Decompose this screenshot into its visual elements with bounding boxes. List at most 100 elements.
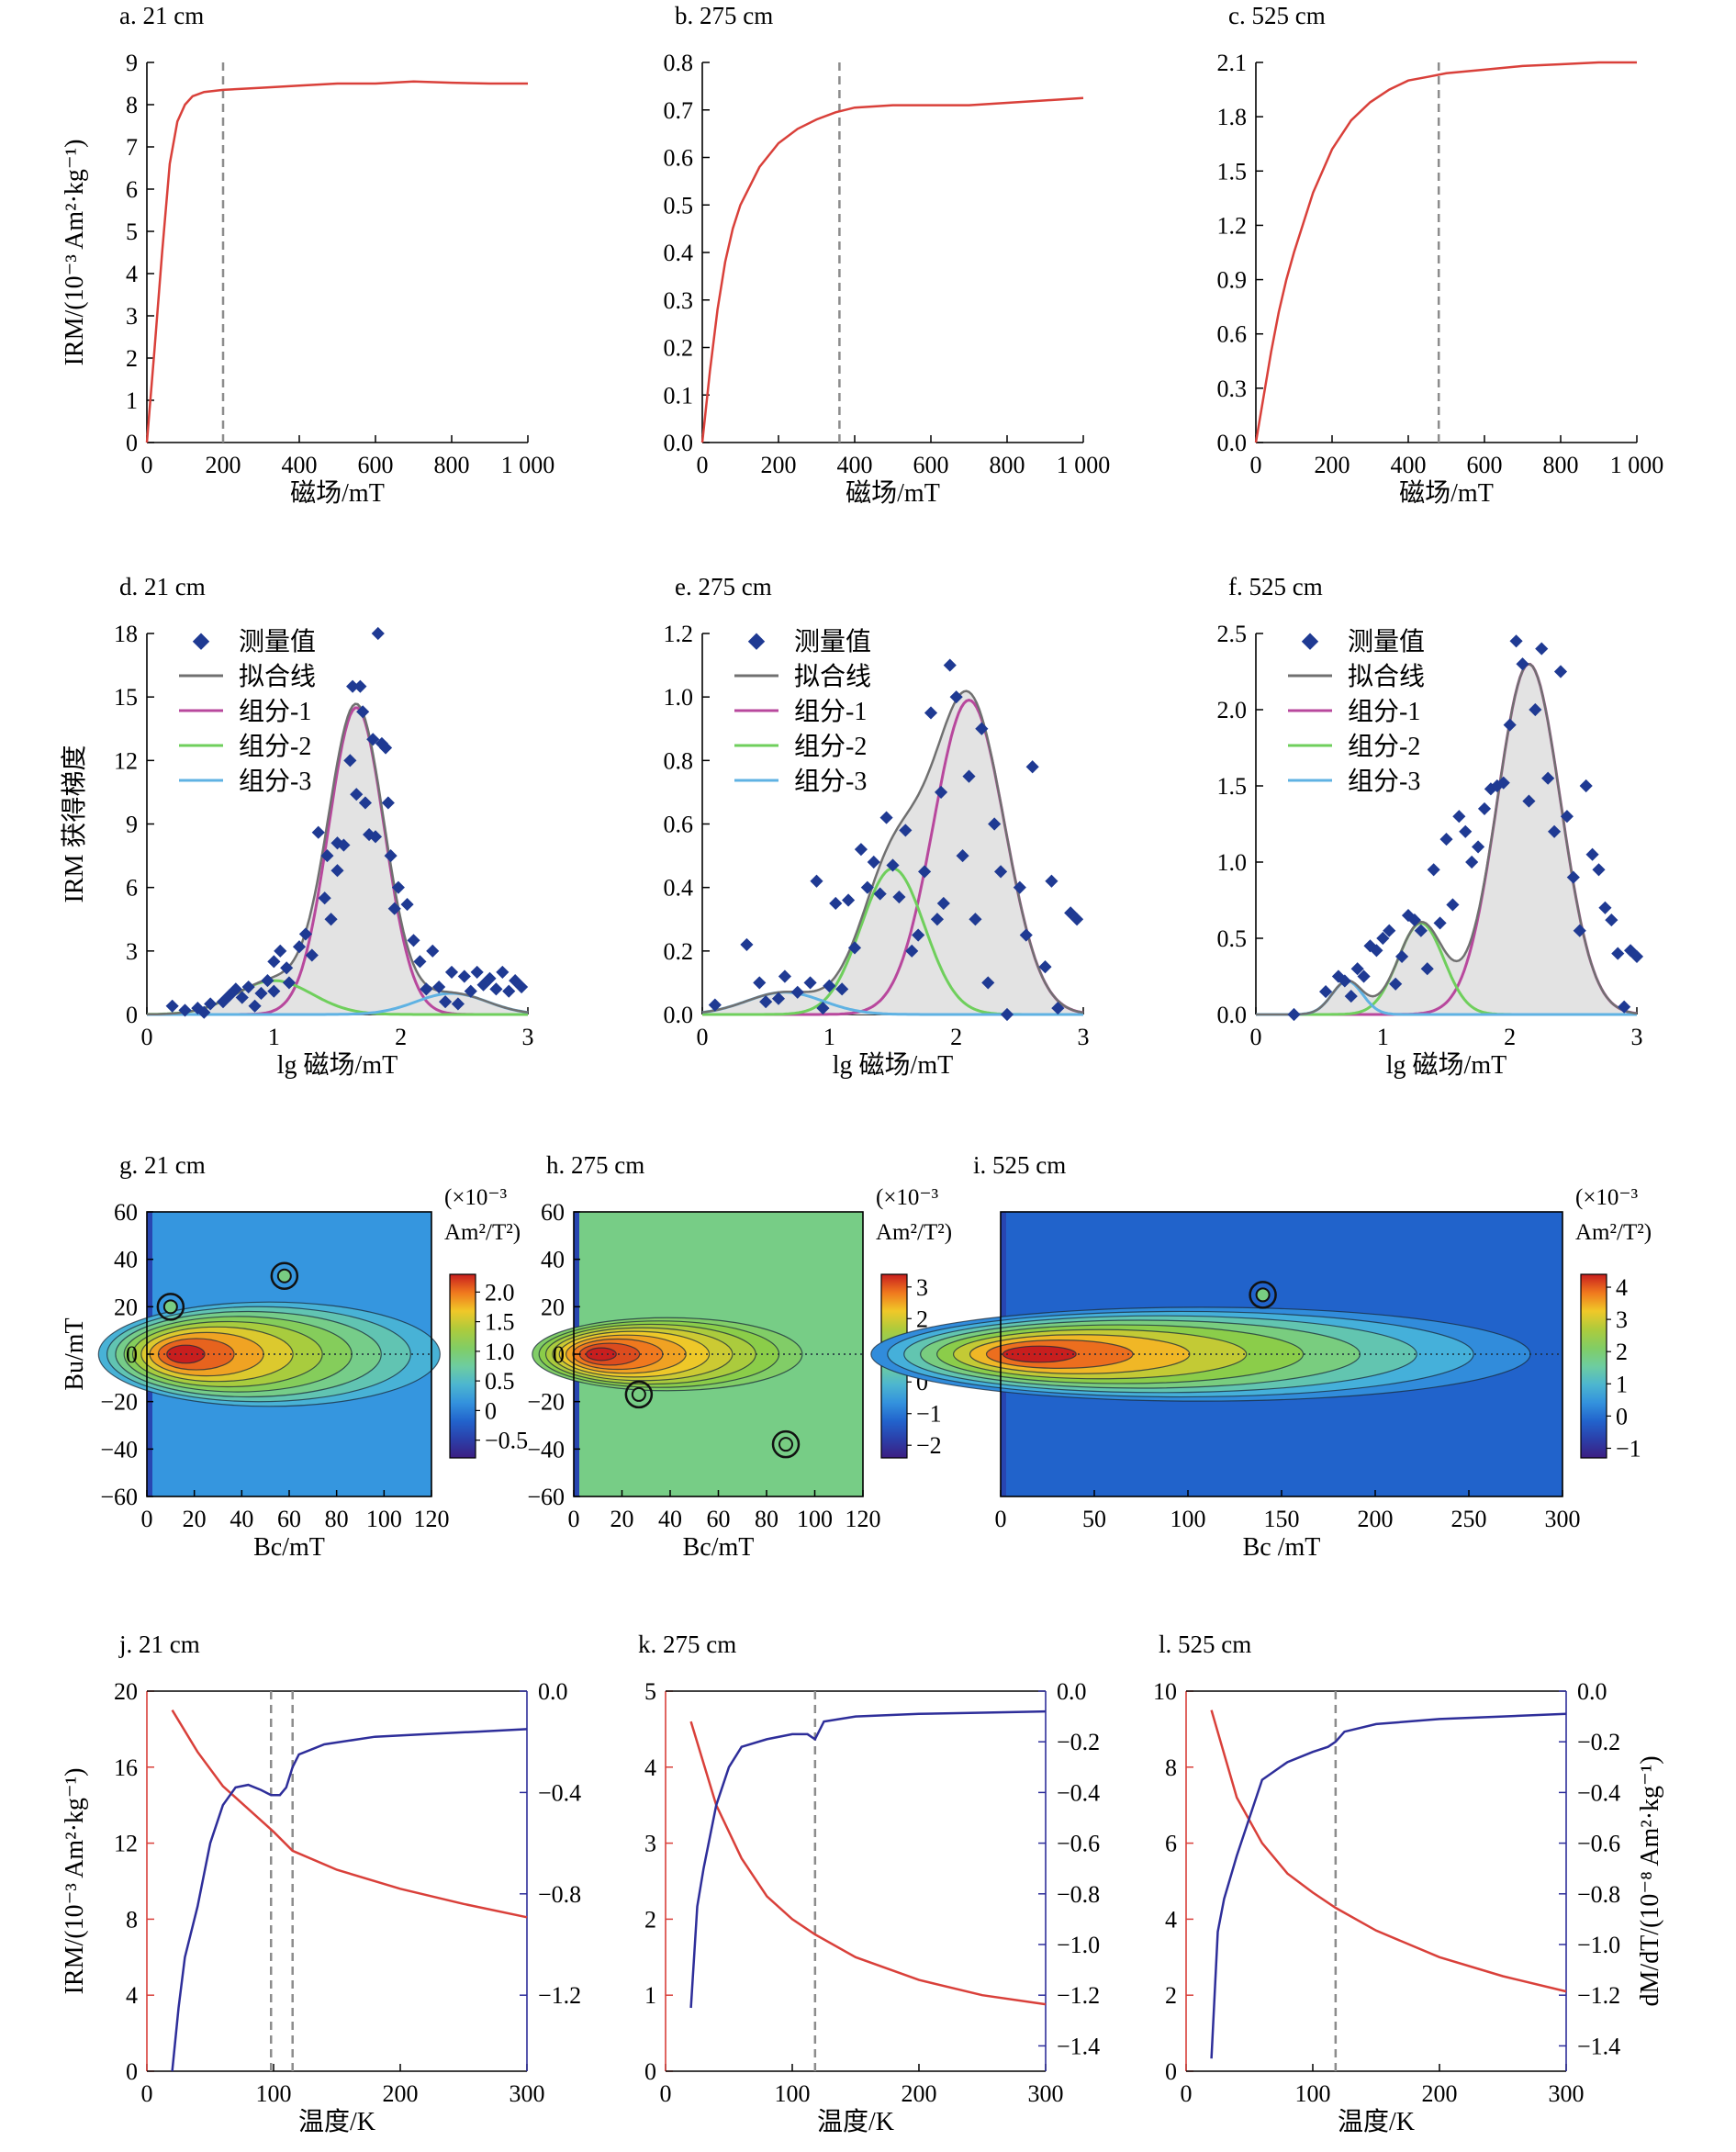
colorbar-tick-label: 1.5 — [485, 1309, 515, 1336]
y-tick-label: −20 — [100, 1389, 138, 1416]
data-point — [962, 769, 976, 783]
y-tick-label: 0.0 — [1217, 1002, 1248, 1028]
data-point — [969, 913, 982, 926]
forc-spot-core — [1255, 1287, 1271, 1303]
x-tick-label: 200 — [1422, 2080, 1458, 2107]
x-axis-label: lg 磁场/mT — [1386, 1050, 1506, 1080]
panel-title: e. 275 cm — [675, 573, 772, 600]
data-point — [381, 796, 395, 810]
panel-title: h. 275 cm — [546, 1151, 644, 1179]
data-point — [1344, 990, 1358, 1003]
data-point — [803, 976, 817, 990]
data-point — [975, 722, 989, 735]
data-point — [1560, 810, 1574, 824]
fit-fill — [1256, 664, 1637, 1014]
colorbar — [1580, 1273, 1607, 1459]
data-point — [1516, 657, 1529, 671]
y2-tick-label: −0.4 — [1057, 1779, 1100, 1806]
y-axis-label: IRM 获得梯度 — [60, 745, 89, 903]
data-point — [489, 982, 503, 996]
data-point — [1446, 898, 1460, 912]
y2-tick-label: −1.2 — [538, 1982, 581, 2009]
data-point — [1529, 702, 1542, 717]
data-point — [879, 811, 893, 824]
data-point — [1566, 870, 1580, 884]
colorbar-tick-label: −1 — [916, 1401, 942, 1428]
y-tick-label: 10 — [1153, 1678, 1177, 1705]
data-point — [400, 898, 414, 912]
colorbar-title-line1: (×10⁻³ — [1575, 1185, 1639, 1210]
legend-marker-measured — [1301, 633, 1319, 650]
y-tick-label: 0 — [126, 1341, 138, 1368]
data-point — [464, 984, 477, 998]
y-axis-label: Bu/mT — [61, 1317, 89, 1390]
data-point — [1370, 944, 1383, 958]
forc-spot — [270, 1261, 299, 1290]
data-point — [1605, 913, 1618, 927]
y-tick-label: 0.0 — [664, 430, 694, 456]
panel-f: f. 525 cm 0 1 2 3 0.0 0.5 1.0 1.5 2.0 2.5 lg 磁场/mT 测… — [1217, 573, 1644, 1080]
legend-label-comp1: 组分-1 — [1348, 697, 1420, 726]
data-point — [1618, 1000, 1631, 1014]
data-point — [708, 998, 722, 1012]
data-point — [1630, 949, 1644, 963]
data-point — [994, 865, 1008, 879]
data-point — [350, 788, 364, 801]
y-tick-label: 3 — [126, 938, 138, 965]
x-axis-label: lg 磁场/mT — [833, 1050, 953, 1080]
y-tick-label: 2 — [126, 345, 138, 372]
forc-spot — [1249, 1281, 1277, 1309]
y-tick-label: 1.5 — [1217, 158, 1248, 185]
data-point — [905, 944, 919, 958]
data-point — [457, 970, 471, 983]
data-point — [311, 825, 325, 839]
forc-spot — [156, 1293, 185, 1321]
data-point — [835, 982, 849, 996]
data-point — [949, 690, 963, 704]
data-point — [330, 864, 344, 878]
data-point — [298, 927, 312, 941]
x-tick-label: 0 — [1181, 2080, 1193, 2107]
data-point — [1019, 928, 1033, 942]
colorbar-tick-label: −1 — [1616, 1435, 1641, 1462]
legend-label-comp3: 组分-3 — [239, 767, 311, 796]
data-point — [470, 965, 484, 979]
data-point — [753, 976, 767, 990]
y-tick-label: −60 — [527, 1484, 565, 1510]
x-axis-label: lg 磁场/mT — [277, 1050, 398, 1080]
x-tick-label: 100 — [775, 2080, 811, 2107]
y-tick-label: −20 — [527, 1389, 565, 1416]
irm-curve — [689, 1720, 1047, 2006]
y-tick-label: 0.5 — [1217, 925, 1248, 952]
colorbar-tick-label: 2 — [1616, 1339, 1628, 1365]
y-tick-label: 0.2 — [664, 938, 694, 965]
x-tick-label: 120 — [846, 1506, 881, 1532]
fit-fill — [147, 703, 528, 1014]
legend-label-comp3: 组分-3 — [794, 767, 867, 796]
y2-tick-label: 0.0 — [1057, 1678, 1087, 1705]
y-tick-label: 1.2 — [664, 621, 694, 647]
x-tick-label: 1 — [1377, 1024, 1389, 1050]
forc-spot-core — [276, 1268, 292, 1283]
x-tick-label: 3 — [1078, 1024, 1090, 1050]
x-tick-label: 3 — [1631, 1024, 1643, 1050]
x-axis-label: Bc/mT — [683, 1533, 755, 1562]
data-point — [873, 887, 887, 901]
data-point — [241, 980, 255, 994]
y-tick-label: 4 — [126, 1982, 138, 2009]
data-point — [981, 976, 995, 990]
data-point — [810, 874, 823, 888]
y-tick-label: 5 — [644, 1678, 656, 1705]
dmdt-curve — [1210, 1712, 1567, 2059]
data-point — [816, 1002, 830, 1015]
y2-tick-label: −1.4 — [1577, 2033, 1620, 2059]
y-tick-label: 60 — [114, 1199, 138, 1226]
y-tick-label: 2 — [644, 1906, 656, 1933]
panel-title: k. 275 cm — [638, 1631, 736, 1658]
x-axis-label: 温度/K — [1338, 2107, 1415, 2136]
legend-label-comp2: 组分-2 — [794, 732, 867, 761]
data-point — [204, 997, 218, 1011]
data-point — [197, 1005, 211, 1019]
panel-title: a. 21 cm — [119, 2, 204, 29]
data-point — [988, 817, 1002, 831]
